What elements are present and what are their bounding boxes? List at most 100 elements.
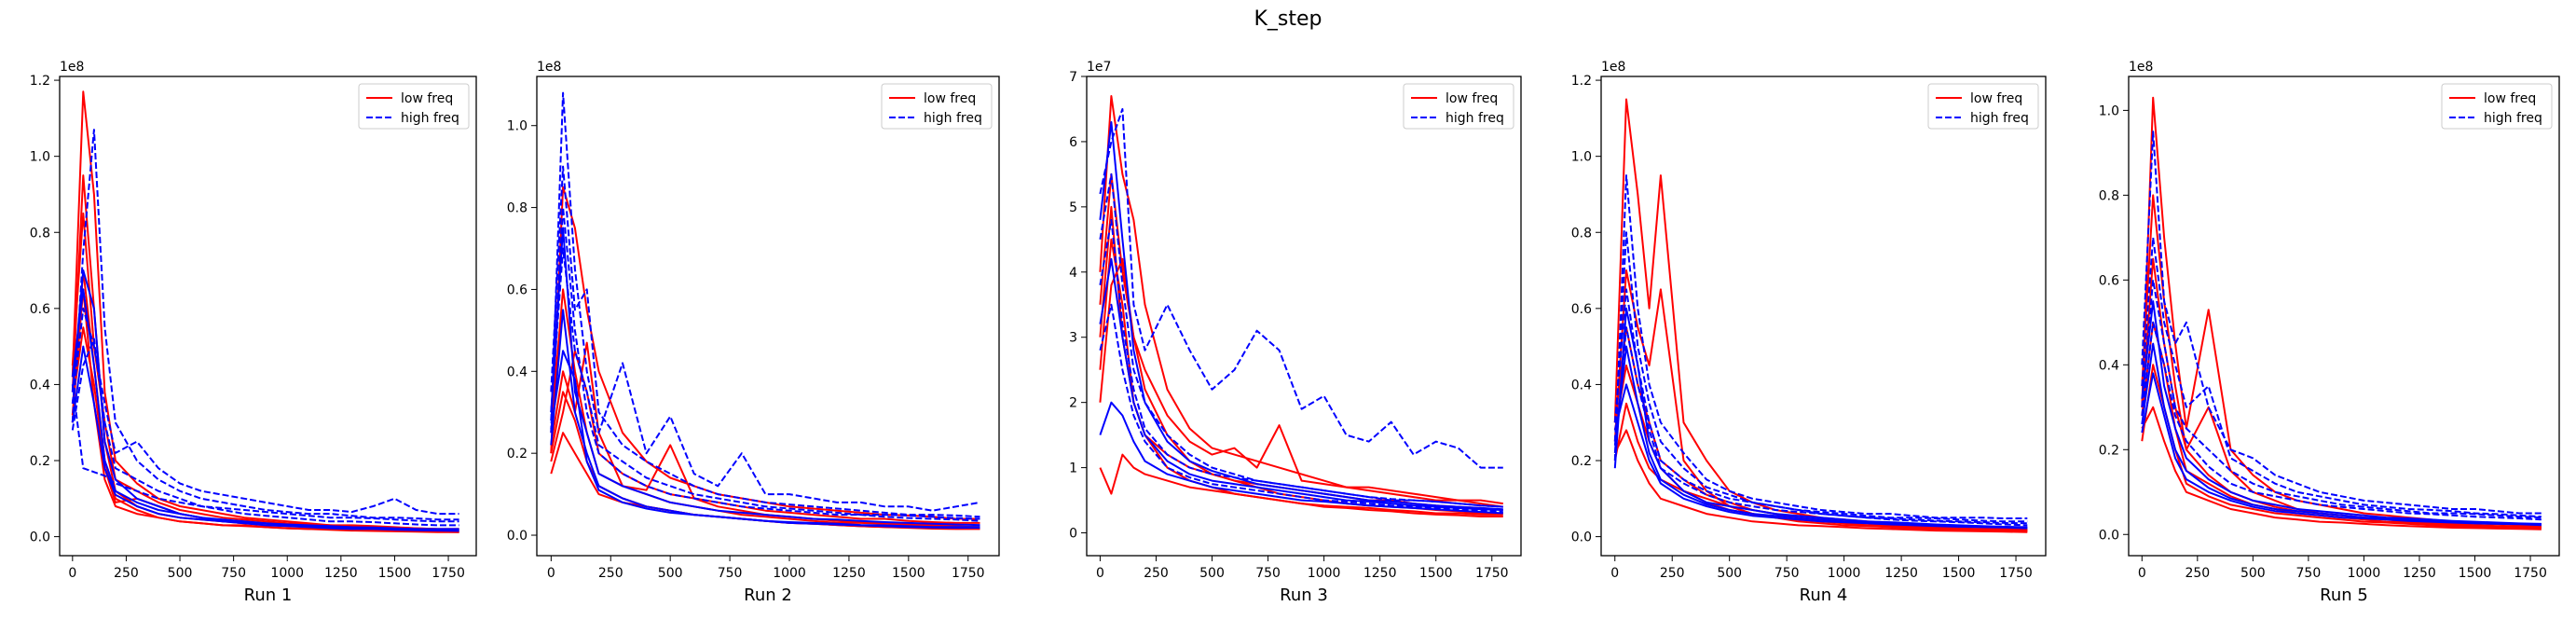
high-freq-series-line bbox=[1099, 218, 1503, 508]
y-tick-label: 0.8 bbox=[507, 201, 528, 216]
y-tick-label: 0.6 bbox=[1571, 302, 1592, 317]
x-tick-label: 750 bbox=[1255, 566, 1281, 581]
x-tick-label: 500 bbox=[658, 566, 683, 581]
high-freq-series-line bbox=[2141, 131, 2542, 515]
high-freq-series-line bbox=[1613, 326, 2028, 527]
low-freq-series-line bbox=[2141, 364, 2542, 529]
legend: low freq high freq bbox=[881, 83, 993, 130]
low-freq-series-line bbox=[71, 90, 459, 530]
figure-title: K_step bbox=[1254, 7, 1322, 31]
y-tick-label: 1.0 bbox=[1571, 150, 1592, 165]
x-tick-label: 1000 bbox=[1308, 566, 1341, 581]
low-freq-series-line bbox=[1613, 365, 2028, 531]
subplot-run-2: 0 250 500 750 1000 1250 1500 1750 0.0 0.2 0.4 0.6 0.… bbox=[507, 60, 1000, 605]
y-tick-label: 0.4 bbox=[1571, 378, 1592, 393]
low-freq-series-line bbox=[71, 174, 459, 533]
y-tick-label: 0.8 bbox=[2099, 188, 2119, 203]
high-freq-series-line bbox=[2141, 300, 2542, 525]
x-tick-label: 1750 bbox=[952, 566, 985, 581]
x-tick-label: 0 bbox=[2138, 566, 2146, 581]
y-tick-label: 0.2 bbox=[507, 447, 528, 462]
low-freq-series-line bbox=[71, 288, 459, 533]
y-tick-label: 0.6 bbox=[507, 282, 528, 297]
x-tick-label: 1000 bbox=[1828, 566, 1861, 581]
high-freq-series-line bbox=[1099, 257, 1503, 511]
x-tick-label: 500 bbox=[2240, 566, 2266, 581]
y-offset-text: 1e8 bbox=[2129, 60, 2153, 75]
y-tick-label: 6 bbox=[1069, 135, 1077, 150]
x-tick-label: 1500 bbox=[892, 566, 925, 581]
y-tick-label: 0.2 bbox=[1571, 454, 1592, 469]
x-tick-label: 1750 bbox=[2514, 566, 2547, 581]
legend: low freq high freq bbox=[2441, 83, 2553, 130]
legend-low-freq-label: low freq bbox=[924, 91, 976, 106]
y-tick-label: 0.0 bbox=[1571, 530, 1592, 545]
low-freq-series-line bbox=[71, 326, 459, 532]
high-freq-series-line bbox=[2141, 372, 2542, 527]
high-freq-series-line bbox=[2141, 236, 2542, 518]
x-tick-label: 1250 bbox=[1884, 566, 1918, 581]
low-freq-series-line bbox=[1099, 172, 1503, 508]
y-tick-label: 0.6 bbox=[30, 302, 50, 317]
x-tick-label: 1500 bbox=[378, 566, 412, 581]
x-tick-label: 1750 bbox=[1999, 566, 2033, 581]
high-freq-series-line bbox=[1099, 401, 1503, 515]
subplot-run-4: 0 250 500 750 1000 1250 1500 1750 0.0 0.2 0.4 0.6 0.… bbox=[1571, 60, 2047, 605]
high-freq-series-line bbox=[1099, 108, 1503, 469]
high-freq-series-line bbox=[1613, 383, 2028, 530]
legend-low-freq-label: low freq bbox=[2484, 91, 2536, 106]
y-tick-label: 5 bbox=[1069, 200, 1077, 215]
axes-frame bbox=[2128, 76, 2560, 557]
x-tick-label: 0 bbox=[547, 566, 555, 581]
low-freq-series-line bbox=[2141, 257, 2542, 528]
y-offset-text: 1e7 bbox=[1087, 60, 1111, 75]
y-tick-label: 2 bbox=[1069, 396, 1077, 411]
legend-high-freq-label: high freq bbox=[1446, 111, 1504, 126]
subplot-run-3: 0 250 500 750 1000 1250 1500 1750 0 1 2 3 4 5 6 7 1e7 Run… bbox=[1069, 60, 1522, 605]
y-tick-label: 0 bbox=[1069, 527, 1077, 542]
x-tick-label: 750 bbox=[1774, 566, 1800, 581]
low-freq-series-line bbox=[1099, 95, 1503, 505]
y-offset-text: 1e8 bbox=[1601, 60, 1625, 75]
y-tick-label: 0.8 bbox=[1571, 226, 1592, 241]
low-freq-series-line bbox=[1613, 269, 2028, 532]
x-tick-label: 500 bbox=[168, 566, 193, 581]
legend: low freq high freq bbox=[1927, 83, 2039, 130]
legend-low-freq-label: low freq bbox=[401, 91, 453, 106]
y-tick-label: 1.0 bbox=[2099, 103, 2119, 118]
y-tick-label: 0.2 bbox=[30, 454, 50, 469]
high-freq-series-line bbox=[550, 247, 980, 520]
y-tick-label: 0.2 bbox=[2099, 443, 2119, 458]
x-axis-label: Run 1 bbox=[244, 586, 293, 605]
axes-frame bbox=[1600, 76, 2047, 557]
y-tick-label: 0.0 bbox=[30, 530, 50, 545]
x-tick-label: 1500 bbox=[1419, 566, 1453, 581]
high-freq-series-line bbox=[1613, 345, 2028, 529]
axes-frame bbox=[536, 76, 1000, 557]
legend-low-freq-label: low freq bbox=[1446, 91, 1498, 106]
legend: low freq high freq bbox=[1403, 83, 1514, 130]
series-group bbox=[1613, 98, 2028, 533]
low-freq-series-line bbox=[1613, 98, 2028, 530]
x-tick-label: 250 bbox=[598, 566, 623, 581]
high-freq-series-line bbox=[550, 309, 980, 529]
x-tick-label: 750 bbox=[221, 566, 246, 581]
high-freq-series-line bbox=[2141, 321, 2542, 521]
y-tick-label: 1 bbox=[1069, 462, 1077, 476]
low-freq-series-line bbox=[550, 350, 980, 524]
high-freq-series-line bbox=[1099, 121, 1503, 511]
x-tick-label: 1250 bbox=[1363, 566, 1397, 581]
y-tick-label: 0.4 bbox=[2099, 358, 2119, 373]
subplot-grid: 0 250 500 750 1000 1250 1500 17500.00.20.40.60.… bbox=[30, 60, 2560, 605]
high-freq-series-line bbox=[71, 269, 459, 530]
y-tick-label: 0.4 bbox=[30, 378, 50, 393]
high-freq-series-line bbox=[550, 165, 980, 518]
x-tick-label: 500 bbox=[1717, 566, 1742, 581]
y-tick-label: 1.2 bbox=[30, 74, 50, 89]
x-tick-label: 250 bbox=[1660, 566, 1685, 581]
low-freq-series-line bbox=[2141, 96, 2542, 528]
high-freq-series-line bbox=[71, 338, 459, 527]
high-freq-series-line bbox=[550, 350, 980, 530]
legend-high-freq-label: high freq bbox=[2484, 111, 2542, 126]
high-freq-series-line bbox=[71, 384, 459, 523]
